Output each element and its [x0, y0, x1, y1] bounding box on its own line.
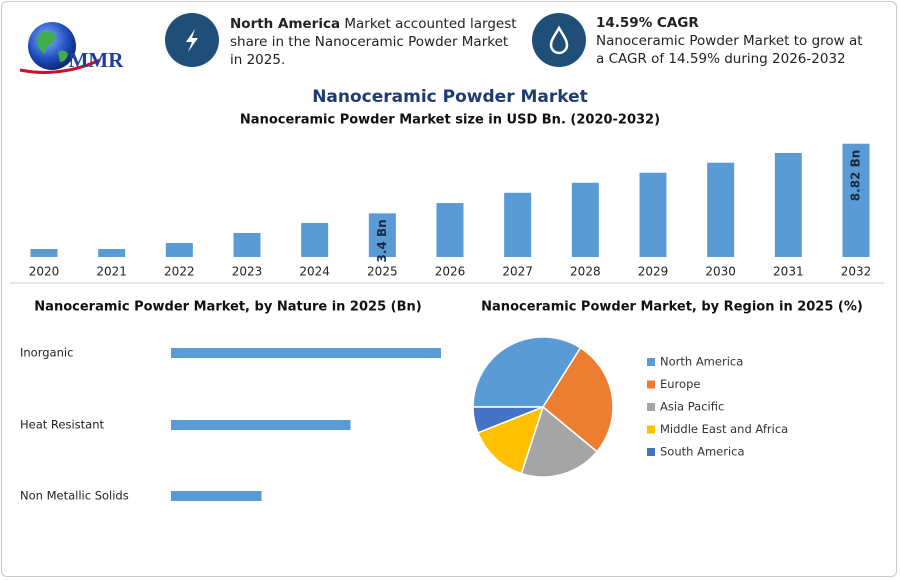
bar	[707, 162, 735, 257]
bar	[842, 143, 870, 257]
x-tick-label: 2020	[29, 265, 60, 279]
legend-swatch	[647, 380, 655, 389]
bar	[98, 249, 126, 257]
x-tick-label: 2027	[502, 265, 533, 279]
x-tick-label: 2031	[773, 265, 804, 279]
y-tick-label: Heat Resistant	[20, 418, 105, 432]
bar	[233, 232, 261, 257]
y-tick-label: Inorganic	[20, 346, 73, 360]
pie-slice	[476, 405, 545, 475]
legend-swatch	[647, 448, 655, 456]
chart-title: Nanoceramic Powder Market	[312, 87, 588, 107]
x-tick-label: 2022	[164, 265, 195, 279]
bar	[368, 213, 396, 257]
x-tick-label: 2030	[705, 265, 736, 279]
bar	[774, 152, 802, 257]
bar	[504, 192, 532, 257]
bar	[30, 249, 58, 257]
legend-swatch	[647, 425, 655, 434]
x-tick-label: 2028	[570, 265, 601, 279]
header-text: Market accounted largest share in the Na…	[230, 16, 517, 68]
legend-label: North America	[660, 355, 743, 369]
bar	[639, 172, 667, 257]
header-highlight: North America	[230, 16, 341, 32]
pie-slice	[472, 406, 544, 434]
x-tick-label: 2023	[232, 265, 263, 279]
bar	[171, 420, 351, 430]
icon-circle	[532, 13, 586, 67]
data-label: 3.4 Bn	[375, 219, 389, 262]
x-tick-label: 2021	[96, 265, 127, 279]
legend-swatch	[647, 358, 655, 366]
data-label: 8.82 Bn	[849, 150, 863, 201]
header-highlight: 14.59% CAGR	[596, 15, 699, 31]
chart-title: Nanoceramic Powder Market, by Region in …	[481, 300, 863, 315]
legend-label: Europe	[660, 377, 700, 391]
chart-title: Nanoceramic Powder Market, by Nature in …	[34, 300, 421, 315]
logo-swoosh	[19, 58, 101, 74]
icon-drop	[549, 25, 569, 55]
icon-bolt	[186, 29, 198, 52]
x-tick-label: 2032	[841, 265, 872, 279]
header-note: 14.59% CAGR Nanoceramic Powder Market to …	[596, 14, 866, 68]
bar	[436, 203, 464, 257]
x-tick-label: 2024	[299, 265, 330, 279]
legend-swatch	[647, 403, 655, 411]
logo-land	[58, 50, 68, 62]
header-text: Nanoceramic Powder Market to grow at a C…	[596, 33, 863, 67]
bar	[171, 491, 262, 501]
x-tick-label: 2026	[435, 265, 466, 279]
x-tick-label: 2025	[367, 265, 398, 279]
pie-slice	[520, 405, 598, 478]
legend-label: Middle East and Africa	[660, 422, 788, 436]
pie-slice	[542, 346, 614, 453]
chart-subtitle: Nanoceramic Powder Market size in USD Bn…	[240, 113, 660, 128]
logo-text: MMR	[69, 48, 125, 72]
legend-label: South America	[660, 445, 745, 459]
bar	[171, 348, 441, 358]
x-tick-label: 2029	[638, 265, 669, 279]
header-note: North America Market accounted largest s…	[230, 15, 520, 69]
bar	[301, 222, 329, 257]
bar	[165, 242, 193, 257]
bar	[571, 182, 599, 257]
y-tick-label: Non Metallic Solids	[20, 489, 129, 503]
logo-land	[37, 31, 56, 54]
legend-label: Asia Pacific	[660, 400, 724, 414]
